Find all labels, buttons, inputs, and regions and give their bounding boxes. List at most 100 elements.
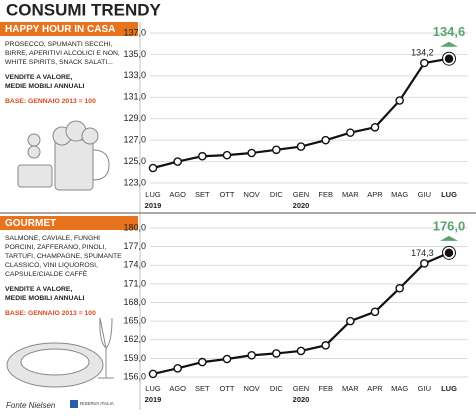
y-tick-label: 123,0	[123, 177, 146, 187]
x-tick-label: FEB	[318, 384, 333, 393]
base-note: BASE: GENNAIO 2013 = 100	[5, 98, 96, 105]
x-tick-label: OTT	[220, 384, 235, 393]
data-point	[443, 52, 455, 65]
data-point	[247, 148, 256, 158]
data-point	[321, 135, 330, 145]
value-label: 134,6	[433, 24, 466, 39]
source: Fonte Nielsen	[6, 401, 56, 410]
y-tick-label: 159,0	[123, 353, 146, 363]
x-tick-label: MAG	[391, 384, 408, 393]
year-label: 2020	[293, 395, 310, 404]
data-point	[222, 354, 232, 364]
data-point	[395, 96, 404, 105]
y-tick-label: 125,0	[123, 156, 146, 166]
year-label: 2019	[145, 395, 162, 404]
data-point	[173, 364, 182, 373]
y-tick-label: 131,0	[123, 92, 146, 102]
series-line	[152, 57, 450, 170]
data-point	[198, 151, 207, 161]
x-tick-label: AGO	[169, 384, 186, 393]
value-label: 174,3	[411, 248, 434, 258]
subtitle: MEDIE MOBILI ANNUALI	[5, 83, 85, 90]
x-tick-label: LUG	[145, 190, 161, 199]
data-point	[420, 259, 429, 268]
x-tick-label: LUG	[441, 384, 457, 393]
x-tick-label: GIU	[418, 384, 431, 393]
x-tick-label: AGO	[169, 190, 186, 199]
value-label: 176,0	[433, 218, 466, 233]
y-tick-label: 165,0	[123, 316, 146, 326]
data-point	[395, 283, 404, 293]
subtitle: VENDITE A VALORE,	[5, 74, 72, 81]
y-tick-label: 127,0	[123, 135, 146, 145]
subtitle: MEDIE MOBILI ANNUALI	[5, 295, 85, 302]
y-tick-label: 133,0	[123, 70, 146, 80]
year-label: 2020	[293, 201, 310, 210]
description: SALMONE, CAVIALE, FUNGHI	[5, 235, 100, 242]
data-point-ring	[442, 245, 456, 260]
highlight-caret	[440, 235, 458, 241]
data-point-ring	[442, 51, 456, 66]
logo-text: RISERVA ITALIA	[80, 401, 114, 406]
data-point	[272, 349, 281, 358]
page-title: CONSUMI TRENDY	[6, 0, 162, 19]
data-point	[420, 58, 429, 68]
x-tick-label: GEN	[293, 190, 309, 199]
y-tick-label: 174,0	[123, 260, 146, 270]
description: PROSECCO, SPUMANTI SECCHI,	[5, 41, 112, 48]
data-point	[222, 150, 232, 160]
x-tick-label: MAR	[342, 190, 359, 199]
panel-header	[0, 216, 138, 230]
data-point	[443, 247, 455, 259]
data-point	[247, 350, 256, 360]
x-tick-label: APR	[367, 384, 383, 393]
x-tick-label: GEN	[293, 384, 309, 393]
y-tick-label: 180,0	[123, 222, 146, 232]
data-point	[346, 128, 355, 137]
value-label: 134,2	[411, 47, 434, 57]
description: CLASSICO, VINI LIQUOROSI,	[5, 262, 98, 269]
x-tick-label: LUG	[145, 384, 161, 393]
data-point	[148, 369, 158, 379]
x-tick-label: GIU	[418, 190, 431, 199]
data-point	[321, 341, 330, 350]
illustration	[6, 120, 114, 388]
x-tick-label: FEB	[318, 190, 333, 199]
x-tick-label: MAG	[391, 190, 408, 199]
highlight-caret	[440, 41, 458, 47]
data-point	[370, 307, 380, 317]
logo-mark	[70, 400, 78, 408]
description: CAPSULE/CIALDE CAFFÈ	[5, 269, 88, 278]
panel-title: HAPPY HOUR IN CASA	[5, 24, 115, 35]
x-tick-label: OTT	[220, 190, 235, 199]
data-point	[173, 157, 182, 166]
y-tick-label: 177,0	[123, 241, 146, 251]
x-tick-label: SET	[195, 190, 210, 199]
y-tick-label: 171,0	[123, 278, 146, 288]
y-tick-label: 162,0	[123, 334, 146, 344]
series-line	[152, 251, 450, 375]
description: TARTUFI, CHAMPAGNE, SPUMANTE	[5, 253, 122, 260]
year-label: 2019	[145, 201, 162, 210]
data-point	[346, 316, 355, 326]
x-tick-label: NOV	[244, 190, 260, 199]
y-tick-label: 137,0	[123, 27, 146, 37]
data-point	[272, 145, 281, 155]
y-tick-label: 135,0	[123, 49, 146, 59]
description: PORCINI, ZAFFERANO, PINOLI,	[5, 244, 106, 251]
data-point	[370, 122, 380, 132]
data-point	[198, 357, 207, 367]
x-tick-label: DIC	[270, 384, 284, 393]
x-tick-label: SET	[195, 384, 210, 393]
data-point	[296, 142, 306, 151]
x-tick-label: MAR	[342, 384, 359, 393]
data-point	[148, 163, 158, 173]
x-tick-label: NOV	[244, 384, 260, 393]
data-point	[296, 346, 306, 356]
y-tick-label: 129,0	[123, 113, 146, 123]
y-tick-label: 156,0	[123, 371, 146, 381]
description: BIRRE, APERITIVI ALCOLICI E NON,	[5, 50, 120, 57]
subtitle: VENDITE A VALORE,	[5, 286, 72, 293]
